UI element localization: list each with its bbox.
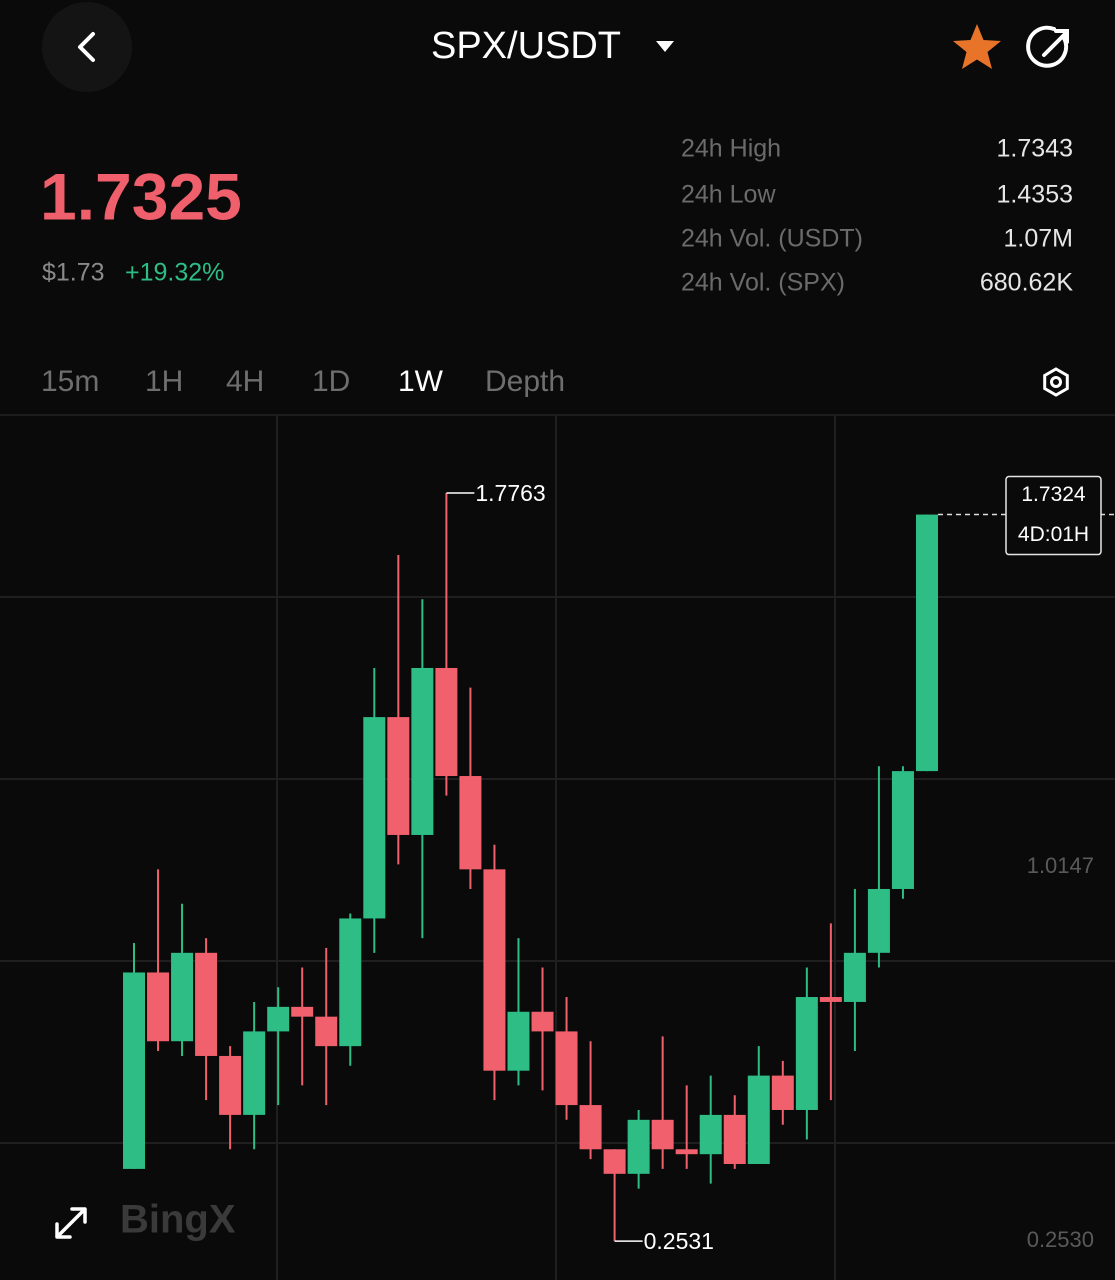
timeframe-tab[interactable]: Depth (485, 365, 565, 398)
timeframe-tab[interactable]: 1W (398, 365, 444, 398)
candle-body (795, 997, 818, 1110)
timeframe-tab[interactable]: 4H (226, 365, 264, 398)
candle-body (747, 1075, 770, 1165)
back-circle (42, 2, 132, 92)
candle-body (435, 667, 458, 777)
candle-body (219, 1055, 242, 1115)
last-price-box (1005, 475, 1102, 556)
candle-body (291, 1006, 314, 1017)
settings-button[interactable] (1043, 367, 1069, 397)
candle-body (579, 1105, 602, 1150)
y-tick-label: 0.2530 (1027, 1227, 1094, 1252)
candle-body (867, 888, 890, 953)
candle-body (771, 1075, 794, 1110)
candle-body (147, 972, 170, 1042)
candle-body (915, 514, 938, 772)
fullscreen-icon (55, 1207, 87, 1239)
candle-body (243, 1031, 266, 1115)
candle-body (363, 717, 386, 919)
candle-body (411, 667, 434, 835)
dropdown-arrow[interactable] (656, 41, 674, 52)
stat-label: 24h High (681, 135, 781, 163)
stat-label: 24h Low (681, 181, 776, 209)
candle-body (195, 952, 218, 1056)
candlestick-chart: 1.0147 0.2530 1.7763 0.2531 1.7324 4D:01H (123, 475, 1115, 1254)
candle-body (267, 1006, 290, 1032)
candle-body (459, 776, 482, 870)
last-price: 1.7325 (40, 159, 242, 233)
fullscreen-button[interactable] (55, 1207, 87, 1239)
favorite-star[interactable] (953, 24, 1001, 69)
back-button[interactable] (42, 2, 132, 92)
stat-value: 1.7343 (997, 135, 1073, 163)
stats: 24h High 1.7343 24h Low 1.4353 24h Vol. (USD… (681, 135, 1073, 297)
low-label: 0.2531 (644, 1228, 714, 1254)
candle-body (555, 1031, 578, 1106)
candle-body (675, 1149, 698, 1155)
settings-hexagon (1043, 367, 1069, 397)
stat-value: 680.62K (980, 269, 1073, 297)
timeframe-tab[interactable]: 1D (312, 365, 350, 398)
candle-body (699, 1114, 722, 1155)
high-label: 1.7763 (475, 480, 545, 506)
candle-body (387, 717, 410, 835)
candle-body (723, 1114, 746, 1165)
timeframe-tab[interactable]: 15m (41, 365, 99, 398)
candle-body (843, 952, 866, 1002)
pair-title[interactable]: SPX/USDT (431, 25, 621, 67)
candle-body (315, 1016, 338, 1047)
candle-body (819, 997, 842, 1002)
candle-body (627, 1119, 650, 1174)
settings-dot (1050, 376, 1062, 388)
last-price-label: 1.7324 (1021, 483, 1086, 506)
share-button[interactable] (1026, 25, 1069, 68)
candle-body (123, 972, 145, 1169)
usd-price: $1.73 (42, 259, 105, 287)
candle-body (531, 1011, 554, 1032)
candle-body (339, 918, 362, 1047)
stat-value: 1.07M (1004, 225, 1073, 253)
price-change: +19.32% (125, 259, 224, 287)
candle-body (891, 771, 914, 889)
countdown-label: 4D:01H (1018, 523, 1089, 546)
share-arrow (1042, 29, 1069, 57)
chart-grid (0, 416, 1115, 1280)
stat-label: 24h Vol. (USDT) (681, 225, 863, 253)
timeframe-tabs: 15m 1H 4H 1D 1W Depth (41, 365, 565, 398)
stat-label: 24h Vol. (SPX) (681, 269, 845, 297)
watermark: BingX (120, 1198, 236, 1242)
candle-body (507, 1011, 530, 1071)
candle-body (651, 1119, 674, 1150)
candle-body (483, 869, 506, 1071)
back-chevron (78, 32, 95, 62)
stat-value: 1.4353 (997, 181, 1073, 209)
candle-body (603, 1149, 626, 1174)
timeframe-tab[interactable]: 1H (145, 365, 183, 398)
share-arc (1026, 25, 1069, 68)
y-tick-label: 1.0147 (1027, 853, 1094, 878)
candle-body (171, 952, 194, 1042)
